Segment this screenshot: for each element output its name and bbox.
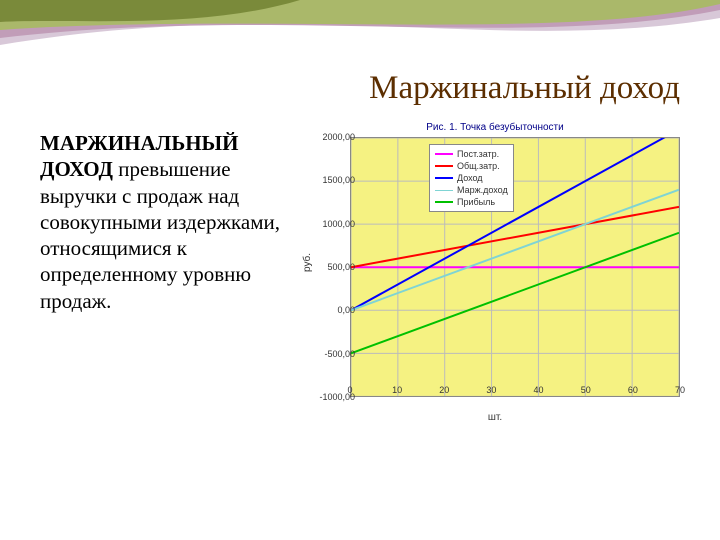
chart-xtick: 20 xyxy=(439,385,449,395)
chart-ytick: 1500,00 xyxy=(322,175,355,185)
chart-ylabel: руб. xyxy=(302,253,313,272)
legend-item: Пост.затр. xyxy=(435,148,508,160)
chart-ytick: 2000,00 xyxy=(322,132,355,142)
legend-item: Общ.затр. xyxy=(435,160,508,172)
chart-ytick: -500,00 xyxy=(324,349,355,359)
legend-label: Марж.доход xyxy=(457,185,508,195)
chart-caption: Рис. 1. Точка безубыточности xyxy=(300,122,690,133)
legend-item: Прибыль xyxy=(435,196,508,208)
chart-xtick: 60 xyxy=(628,385,638,395)
chart-xtick: 30 xyxy=(486,385,496,395)
chart-ytick: 1000,00 xyxy=(322,219,355,229)
legend-label: Доход xyxy=(457,173,483,183)
legend-swatch xyxy=(435,153,453,155)
header-swoosh xyxy=(0,0,720,80)
chart-xlabel: шт. xyxy=(300,412,690,423)
chart-svg xyxy=(351,138,679,396)
chart-legend: Пост.затр. Общ.затр. Доход Марж.доход Прибыл… xyxy=(429,144,514,212)
legend-swatch xyxy=(435,177,453,179)
breakeven-chart: Рис. 1. Точка безубыточности руб. Пост.з… xyxy=(300,122,690,462)
chart-xtick: 10 xyxy=(392,385,402,395)
legend-item: Доход xyxy=(435,172,508,184)
chart-ytick: 0,00 xyxy=(337,305,355,315)
legend-label: Пост.затр. xyxy=(457,149,499,159)
slide-title: Маржинальный доход xyxy=(0,70,680,107)
body-text: МАРЖИНАЛЬНЫЙ ДОХОД превышение выручки с … xyxy=(40,130,290,314)
legend-swatch xyxy=(435,190,453,191)
chart-plot-area: Пост.затр. Общ.затр. Доход Марж.доход Прибыл… xyxy=(350,137,680,397)
chart-xtick: 50 xyxy=(581,385,591,395)
chart-xtick: 40 xyxy=(534,385,544,395)
legend-swatch xyxy=(435,201,453,203)
legend-label: Общ.затр. xyxy=(457,161,500,171)
chart-xtick: 0 xyxy=(347,385,352,395)
legend-swatch xyxy=(435,165,453,167)
legend-label: Прибыль xyxy=(457,197,495,207)
chart-ytick: 500,00 xyxy=(327,262,355,272)
legend-item: Марж.доход xyxy=(435,184,508,196)
chart-xtick: 70 xyxy=(675,385,685,395)
